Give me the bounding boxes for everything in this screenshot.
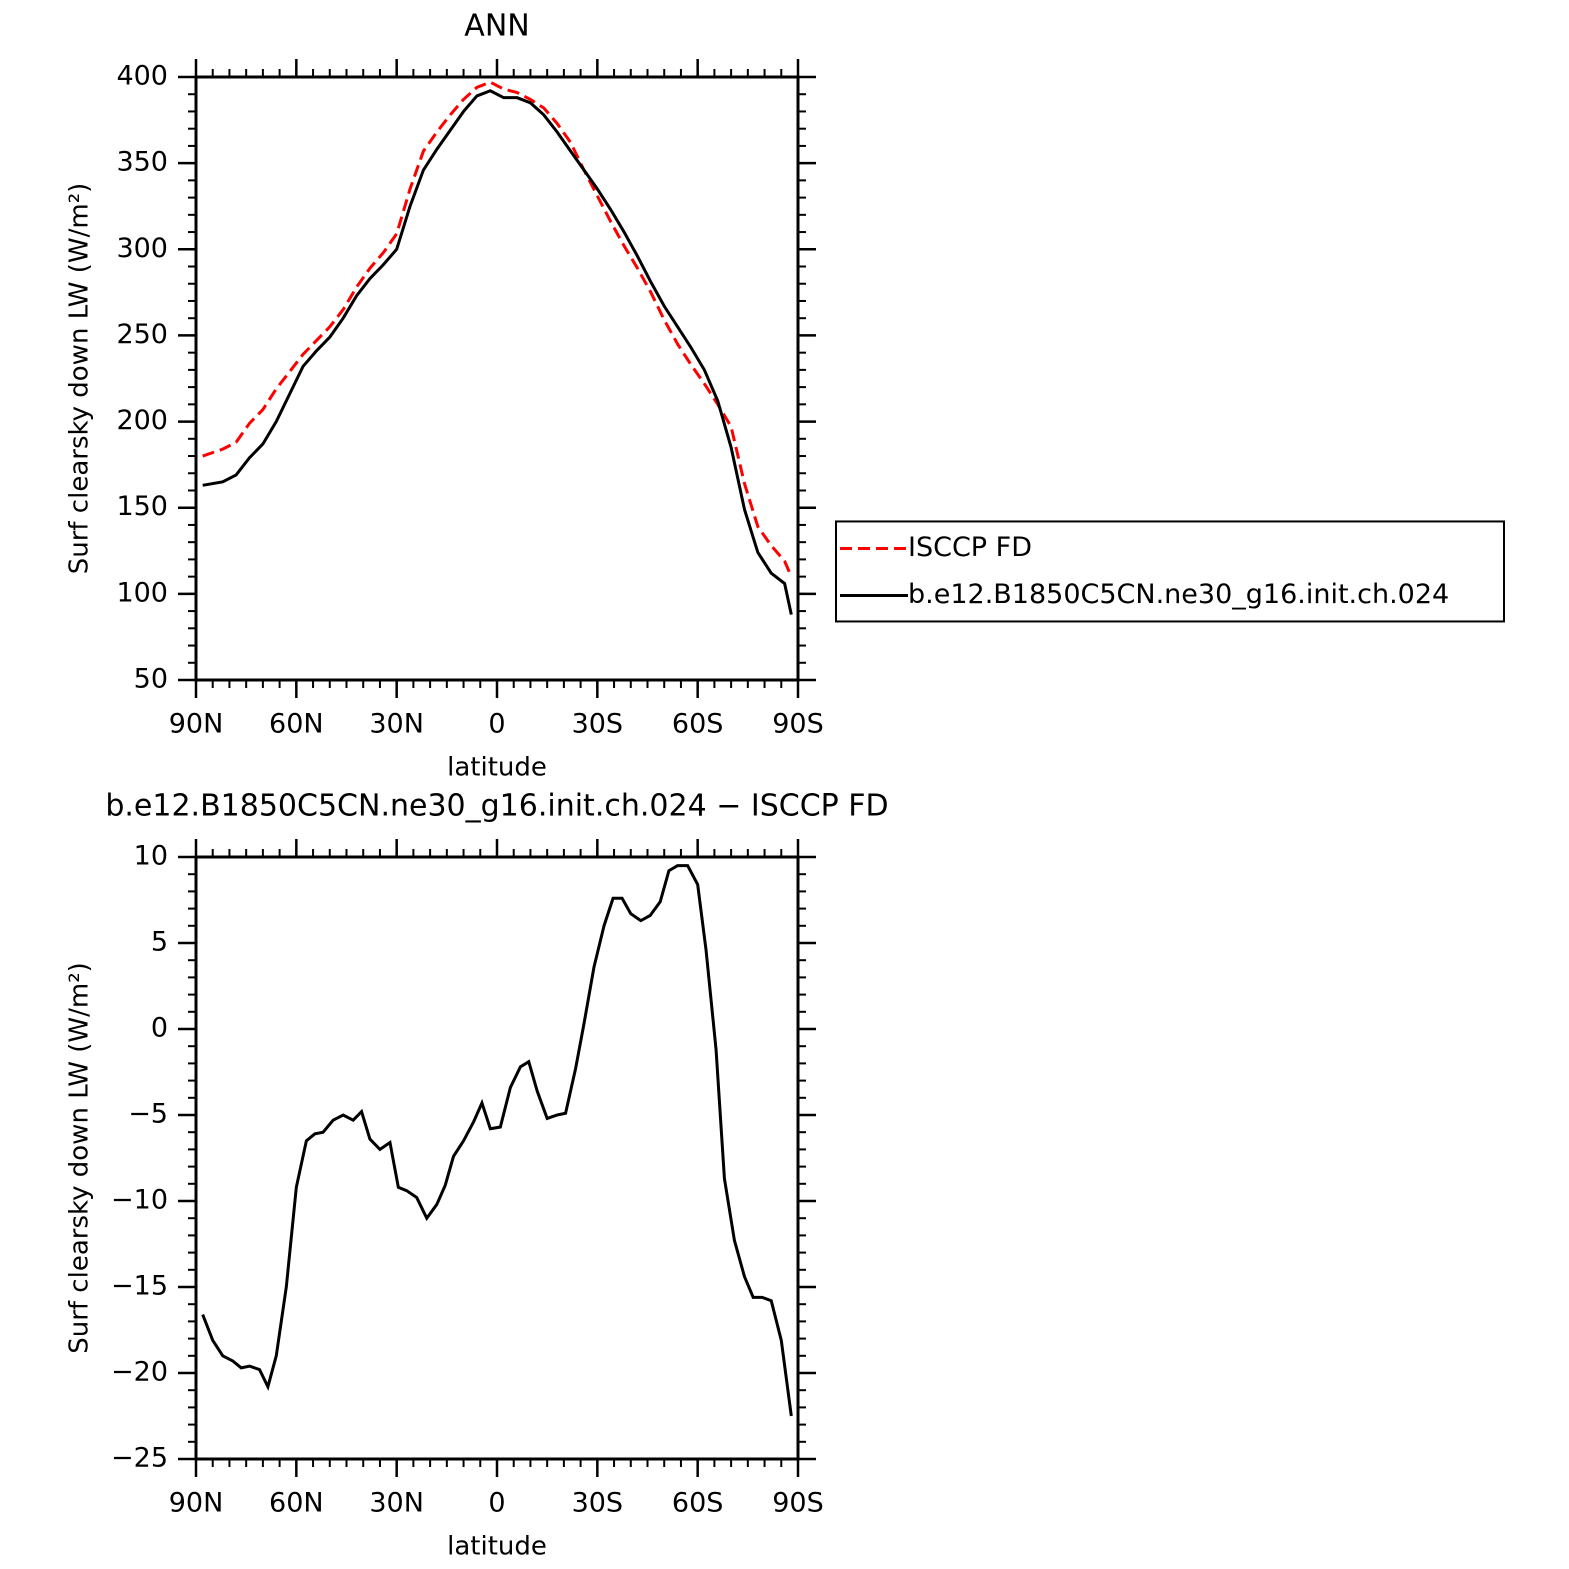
- y-axis-label: Surf clearsky down LW (W/m²): [65, 183, 95, 575]
- x-tick-label: 30N: [369, 1488, 424, 1519]
- legend-label: b.e12.B1850C5CN.ne30_g16.init.ch.024: [908, 579, 1449, 610]
- x-tick-label: 90S: [772, 1488, 824, 1519]
- y-tick-label: 400: [116, 61, 168, 92]
- y-axis-label: Surf clearsky down LW (W/m²): [65, 962, 95, 1354]
- y-tick-label: 300: [116, 233, 168, 264]
- y-tick-label: 250: [116, 319, 168, 350]
- x-axis-label: latitude: [447, 1532, 547, 1562]
- x-tick-label: 0: [488, 1488, 505, 1519]
- y-tick-label: 50: [134, 664, 168, 695]
- y-tick-label: −10: [111, 1185, 168, 1216]
- y-tick-label: 0: [151, 1013, 168, 1044]
- x-tick-label: 30S: [572, 709, 624, 740]
- x-tick-label: 90N: [169, 1488, 224, 1519]
- y-tick-label: −15: [111, 1271, 168, 1302]
- chart-title: ANN: [464, 9, 529, 44]
- legend-box: [835, 520, 1505, 623]
- chart-title: b.e12.B1850C5CN.ne30_g16.init.ch.024 − I…: [105, 789, 888, 824]
- data-line: [202, 80, 793, 578]
- x-tick-label: 30N: [369, 709, 424, 740]
- legend-label: ISCCP FD: [908, 532, 1032, 563]
- plot-frame: [194, 855, 800, 1461]
- y-tick-label: 150: [116, 491, 168, 522]
- y-tick-label: 5: [151, 927, 168, 958]
- y-tick-label: −20: [111, 1357, 168, 1388]
- x-axis-label: latitude: [447, 753, 547, 783]
- x-tick-label: 60N: [269, 709, 324, 740]
- x-tick-label: 60N: [269, 1488, 324, 1519]
- y-tick-label: 10: [134, 841, 168, 872]
- y-tick-label: −25: [111, 1443, 168, 1474]
- data-line: [202, 89, 793, 615]
- data-line: [201, 864, 793, 1417]
- y-tick-label: −5: [128, 1099, 168, 1130]
- x-tick-label: 60S: [672, 709, 724, 740]
- y-tick-label: 100: [116, 577, 168, 608]
- x-tick-label: 60S: [672, 1488, 724, 1519]
- plot-frame: [194, 75, 800, 682]
- x-tick-label: 90S: [772, 709, 824, 740]
- x-tick-label: 0: [488, 709, 505, 740]
- y-tick-label: 200: [116, 405, 168, 436]
- y-tick-label: 350: [116, 147, 168, 178]
- x-tick-label: 30S: [572, 1488, 624, 1519]
- x-tick-label: 90N: [169, 709, 224, 740]
